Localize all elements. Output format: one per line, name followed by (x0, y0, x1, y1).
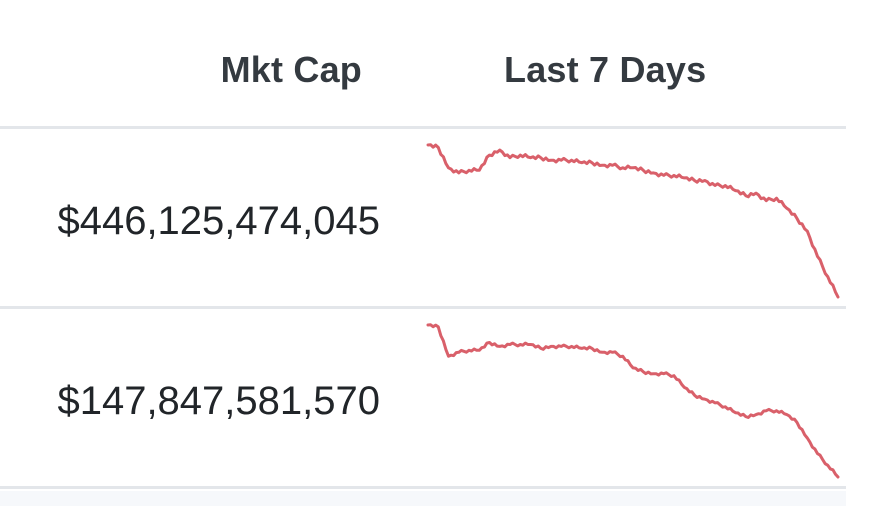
last-7-days-column-header: Last 7 Days (504, 49, 707, 90)
last-7-days-sparkline (426, 323, 840, 479)
mkt-cap-value: $446,125,474,045 (57, 199, 380, 243)
table-row[interactable]: $147,847,581,570 (0, 309, 846, 489)
next-table-row-partial (0, 491, 846, 506)
sparkline-line (426, 323, 840, 479)
sparkline-line (426, 143, 840, 299)
market-table: Mkt Cap Last 7 Days $446,125,474,045 $14… (0, 0, 846, 489)
table-row[interactable]: $446,125,474,045 (0, 129, 846, 309)
mkt-cap-value: $147,847,581,570 (57, 379, 380, 423)
table-header: Mkt Cap Last 7 Days (0, 0, 846, 129)
mkt-cap-column-header[interactable]: Mkt Cap (220, 49, 362, 90)
last-7-days-sparkline (426, 143, 840, 299)
